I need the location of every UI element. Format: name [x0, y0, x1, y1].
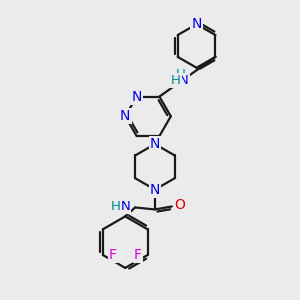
Text: H: H — [171, 74, 181, 87]
Text: F: F — [134, 248, 142, 262]
Text: F: F — [109, 248, 117, 262]
Text: N: N — [179, 74, 189, 87]
Text: H: H — [176, 68, 185, 81]
Text: N: N — [120, 109, 130, 123]
Text: N: N — [131, 90, 142, 104]
Text: H: H — [110, 200, 120, 213]
Text: O: O — [174, 199, 185, 212]
Text: N: N — [120, 200, 130, 213]
Text: N: N — [150, 137, 160, 151]
Text: N: N — [150, 183, 160, 196]
Text: N: N — [191, 17, 202, 31]
